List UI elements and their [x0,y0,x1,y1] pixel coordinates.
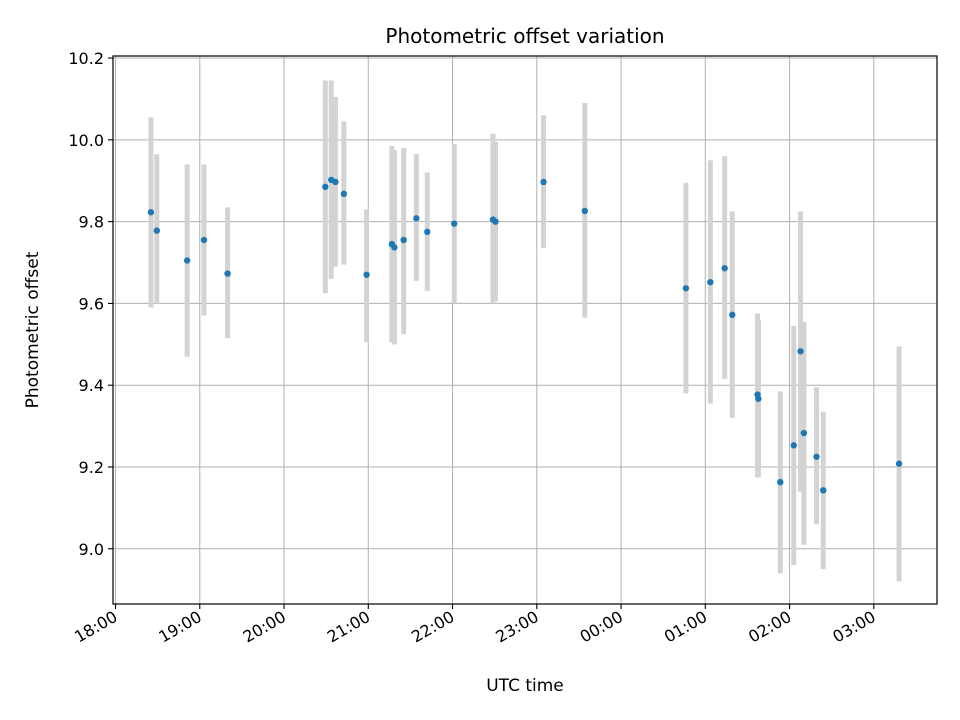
data-point [424,228,431,236]
data-point [707,278,714,286]
data-point [813,453,820,460]
data-point [391,244,398,251]
x-axis-label: UTC time [486,676,564,696]
y-tick-label: 10.0 [68,131,104,150]
y-tick-label: 9.8 [79,213,104,232]
y-axis-label: Photometric offset [23,251,43,408]
data-point [147,209,155,216]
y-tick-label: 9.2 [79,458,104,477]
data-point [200,236,208,244]
data-point [492,218,499,225]
data-point [322,183,329,191]
data-point [682,285,690,292]
data-point [340,190,348,198]
data-point [790,442,797,449]
data-point [183,257,191,264]
data-point [363,271,370,278]
data-point [777,478,784,486]
data-point [153,227,161,234]
data-point [895,460,903,467]
data-point [540,178,547,186]
data-point [581,207,589,215]
data-point [797,348,804,355]
data-point [224,270,231,277]
data-points [147,176,903,494]
data-point [400,236,407,244]
data-point [755,395,762,402]
data-point [729,311,736,319]
y-tick-label: 10.2 [68,49,104,68]
y-axis-ticks: 9.0 9.2 9.4 9.6 9.8 10.0 10.2 [68,49,113,559]
data-point [721,265,728,272]
data-point [332,178,339,186]
chart-title: Photometric offset variation [385,24,664,48]
y-tick-label: 9.4 [79,376,104,395]
data-point [820,487,827,494]
data-point [451,220,458,227]
data-point [413,215,420,222]
data-point [800,429,808,437]
plot-frame [112,55,938,605]
y-tick-label: 9.6 [79,294,104,313]
y-tick-label: 9.0 [79,540,104,559]
